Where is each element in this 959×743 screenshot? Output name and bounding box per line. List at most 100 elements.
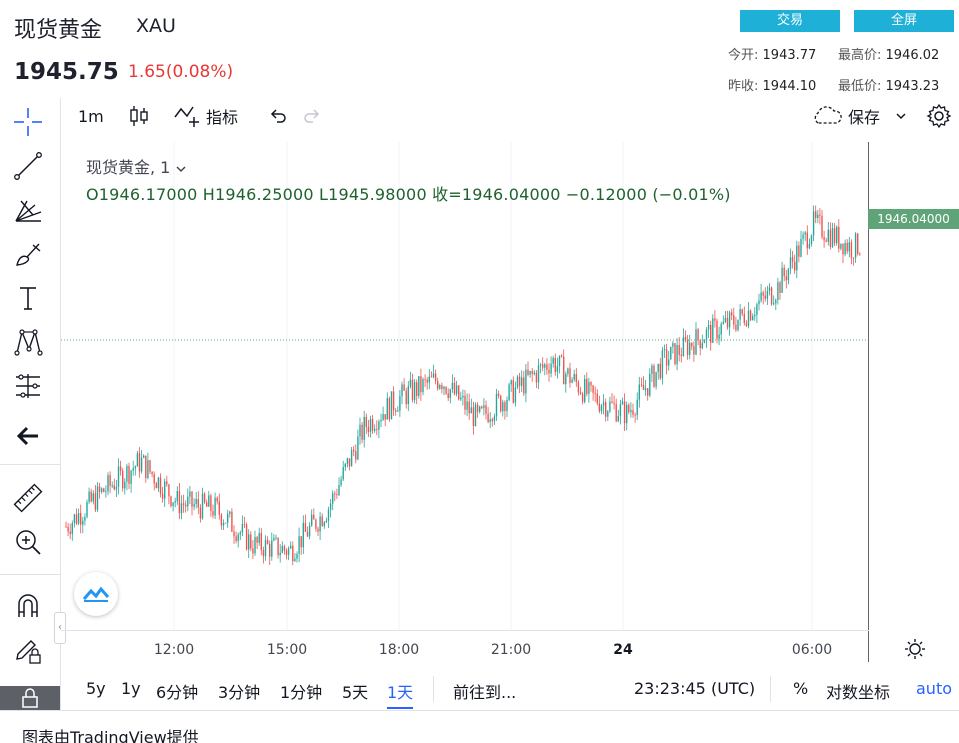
candle-body (470, 407, 472, 414)
range-1d[interactable]: 1天 (387, 679, 414, 709)
candle-body (464, 395, 466, 410)
range-1y[interactable]: 1y (121, 679, 141, 698)
candle-body (313, 514, 315, 520)
candle-body (758, 300, 760, 305)
candle-body (819, 214, 821, 216)
lock-all-button[interactable] (0, 686, 60, 710)
candle-body (122, 470, 124, 489)
candle-body (611, 401, 613, 403)
save-dropdown-button[interactable] (894, 100, 908, 132)
candle-body (73, 514, 76, 524)
undo-icon (270, 109, 286, 123)
range-3min[interactable]: 3分钟 (218, 683, 261, 702)
auto-scale-toggle[interactable]: auto (916, 679, 953, 698)
log-scale-toggle[interactable]: 对数坐标 (826, 683, 891, 702)
candle-body (479, 406, 481, 412)
candle-body (397, 410, 399, 412)
candle-body (791, 257, 794, 262)
settings-button[interactable] (926, 100, 952, 132)
candle-body (798, 245, 800, 257)
candle-body (739, 309, 741, 320)
gann-fan-tool[interactable] (8, 192, 48, 228)
candle-body (632, 410, 634, 415)
candle-body (569, 368, 571, 383)
percent-scale-toggle[interactable]: % (793, 679, 809, 698)
goto-date-button[interactable]: 前往到... (453, 683, 517, 702)
candle-body (439, 385, 441, 389)
candle-body (218, 501, 220, 515)
axis-settings-button[interactable] (904, 638, 926, 664)
candle-body (250, 534, 252, 549)
zoom-in-icon (16, 530, 41, 555)
prediction-tool[interactable] (8, 368, 48, 404)
trade-button[interactable]: 交易 (740, 10, 840, 32)
candle-body (80, 513, 82, 525)
brush-tool[interactable] (8, 236, 48, 272)
utc-clock[interactable]: 23:23:45 (UTC) (634, 679, 756, 698)
candle-body (71, 523, 73, 534)
ruler-tool[interactable] (8, 480, 48, 516)
candle-body (294, 558, 296, 562)
drawing-toolbar (0, 98, 60, 710)
range-5y[interactable]: 5y (86, 679, 106, 698)
redo-button[interactable] (302, 100, 322, 132)
candle-body (487, 413, 489, 423)
candle-body (579, 392, 582, 394)
hide-toolbar-button[interactable] (8, 418, 48, 454)
candle-style-button[interactable] (128, 100, 150, 132)
candle-body (794, 261, 796, 271)
candle-body (825, 240, 827, 242)
candle-body (458, 385, 460, 400)
save-button[interactable]: 保存 (810, 100, 880, 132)
candle-body (804, 232, 806, 235)
range-5d[interactable]: 5天 (342, 683, 369, 702)
range-6min[interactable]: 6分钟 (156, 683, 199, 702)
candle-body (445, 386, 447, 394)
candle-body (411, 379, 414, 400)
candle-body (840, 243, 842, 249)
candle-body (665, 349, 668, 366)
candle-body (716, 320, 718, 339)
fullscreen-button[interactable]: 全屏 (854, 10, 954, 32)
candle-body (539, 364, 542, 366)
candle-body (220, 514, 223, 526)
candle-body (836, 226, 838, 244)
candle-body (241, 524, 244, 533)
candle-body (119, 466, 122, 471)
candle-body (380, 420, 382, 422)
candle-body (481, 406, 483, 409)
indicators-button[interactable]: 指标 (174, 100, 238, 132)
candle-body (472, 407, 475, 427)
candle-body (815, 211, 817, 219)
candle-body (514, 387, 517, 403)
crosshair-tool[interactable] (8, 104, 48, 140)
pattern-tool[interactable] (8, 324, 48, 360)
trend-line-tool[interactable] (8, 148, 48, 184)
chart-legend-title[interactable]: 现货黄金, 1 (86, 154, 187, 178)
candle-body (174, 501, 176, 503)
toolbar-divider (433, 676, 434, 702)
candle-body (300, 536, 302, 548)
candle-body (779, 282, 781, 293)
candle-body (447, 393, 449, 399)
candle-body (705, 329, 708, 341)
chevron-down-icon (176, 165, 186, 172)
candle-body (172, 502, 174, 507)
range-1min[interactable]: 1分钟 (280, 683, 323, 702)
save-label: 保存 (848, 108, 881, 127)
candle-body (619, 404, 622, 417)
candle-body (857, 233, 859, 254)
collapse-toolbar-tab[interactable]: ‹ (54, 612, 66, 644)
tradingview-logo[interactable] (74, 572, 118, 616)
candle-body (548, 370, 550, 374)
candle-body (571, 379, 573, 383)
interval-select[interactable]: 1m (78, 106, 104, 126)
candle-body (227, 513, 229, 523)
price-chart[interactable] (61, 142, 959, 630)
lock-drawings-tool[interactable] (8, 632, 48, 668)
magnet-tool[interactable] (8, 588, 48, 624)
zoom-in-tool[interactable] (8, 524, 48, 560)
undo-button[interactable] (268, 100, 288, 132)
candle-body (592, 385, 594, 393)
text-tool[interactable] (8, 280, 48, 316)
